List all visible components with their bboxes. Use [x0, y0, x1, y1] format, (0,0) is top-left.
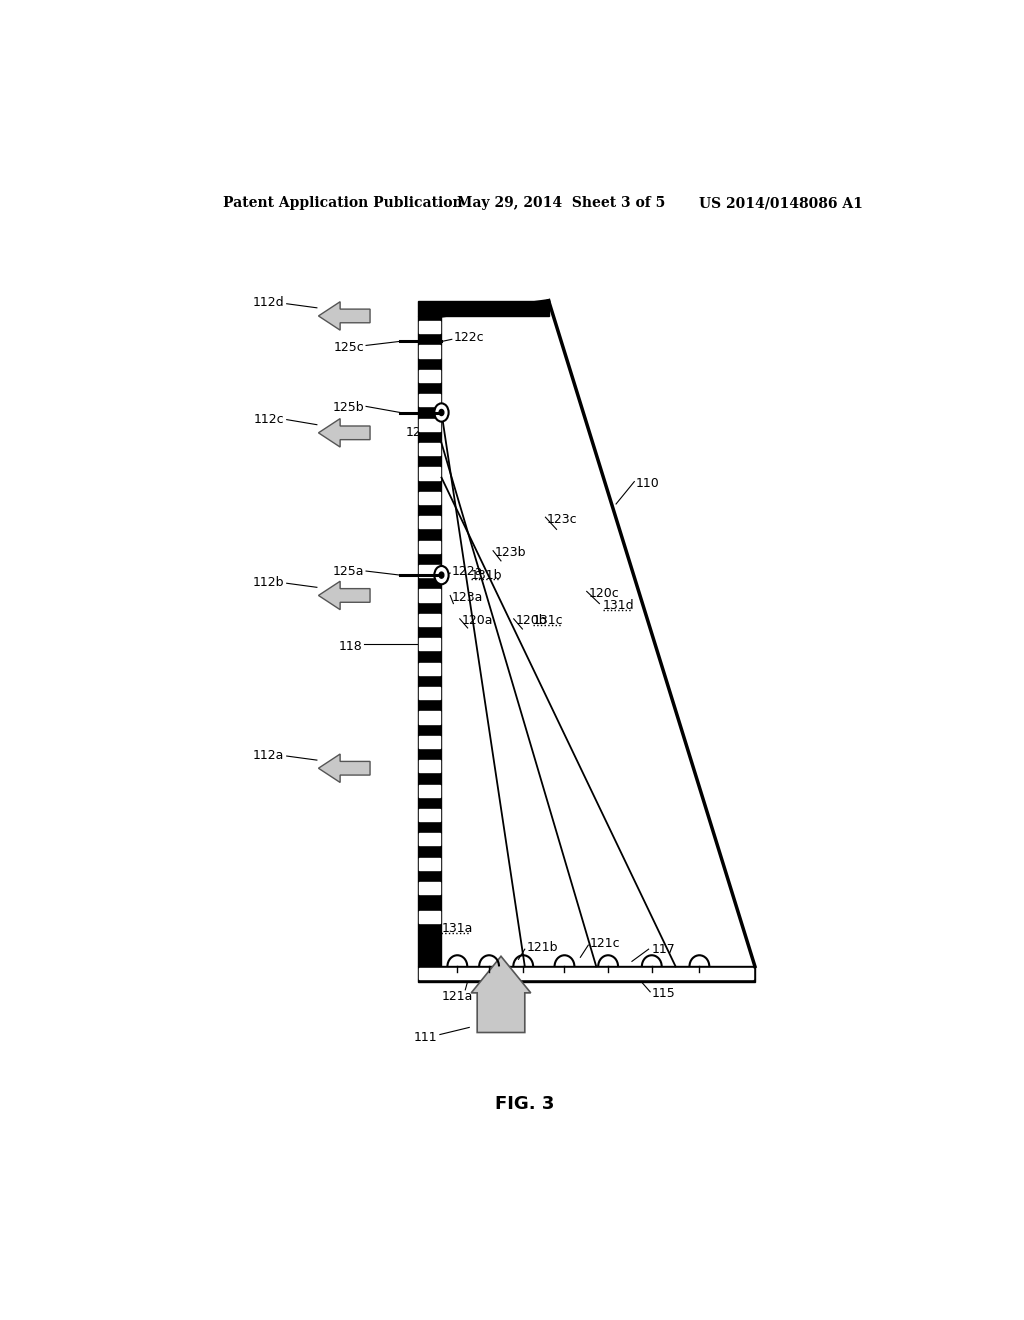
Text: 123c: 123c: [547, 512, 578, 525]
Polygon shape: [419, 663, 440, 675]
Text: 125c: 125c: [334, 341, 365, 354]
Circle shape: [439, 409, 443, 416]
Text: 112a: 112a: [253, 748, 285, 762]
Polygon shape: [419, 760, 440, 772]
Polygon shape: [419, 711, 440, 723]
Polygon shape: [419, 395, 440, 407]
Text: 112b: 112b: [253, 576, 285, 589]
Text: May 29, 2014  Sheet 3 of 5: May 29, 2014 Sheet 3 of 5: [458, 197, 666, 210]
Circle shape: [434, 404, 449, 421]
Polygon shape: [418, 315, 441, 966]
Polygon shape: [419, 467, 440, 479]
Polygon shape: [419, 492, 440, 504]
Polygon shape: [419, 346, 440, 358]
Polygon shape: [318, 302, 370, 330]
Text: 131a: 131a: [441, 923, 473, 936]
Polygon shape: [471, 956, 530, 1032]
Polygon shape: [418, 966, 755, 982]
Polygon shape: [419, 809, 440, 821]
Text: 123b: 123b: [495, 546, 526, 560]
Text: 123a: 123a: [452, 591, 483, 605]
Text: 122b: 122b: [406, 426, 437, 440]
Polygon shape: [419, 589, 440, 602]
Polygon shape: [419, 638, 440, 651]
Polygon shape: [419, 370, 440, 381]
Text: 121a: 121a: [441, 990, 473, 1003]
Polygon shape: [419, 444, 440, 455]
Polygon shape: [419, 911, 440, 923]
Polygon shape: [419, 565, 440, 577]
Polygon shape: [419, 516, 440, 528]
Polygon shape: [318, 418, 370, 447]
Text: 122a: 122a: [452, 565, 483, 578]
Text: Patent Application Publication: Patent Application Publication: [223, 197, 463, 210]
Text: 121b: 121b: [526, 941, 558, 953]
Polygon shape: [419, 614, 440, 626]
Text: 131b: 131b: [471, 569, 503, 582]
Text: 120b: 120b: [515, 614, 547, 627]
Text: 131d: 131d: [602, 599, 634, 612]
Text: 120a: 120a: [461, 614, 493, 627]
Polygon shape: [419, 969, 754, 978]
Text: 112c: 112c: [254, 413, 285, 426]
Polygon shape: [419, 686, 440, 700]
Text: 111: 111: [414, 1031, 437, 1044]
Polygon shape: [419, 541, 440, 553]
Polygon shape: [419, 321, 440, 333]
Polygon shape: [318, 754, 370, 783]
Polygon shape: [419, 833, 440, 846]
Text: 112d: 112d: [253, 296, 285, 309]
Text: 125b: 125b: [333, 401, 365, 414]
Text: 118: 118: [338, 640, 362, 653]
Text: 115: 115: [652, 987, 676, 1001]
Polygon shape: [419, 882, 440, 894]
Text: 131c: 131c: [532, 614, 563, 627]
Circle shape: [439, 572, 443, 578]
Text: 120c: 120c: [588, 587, 620, 599]
Text: 121c: 121c: [590, 937, 621, 949]
Polygon shape: [318, 581, 370, 610]
Polygon shape: [419, 784, 440, 797]
Text: 125a: 125a: [333, 565, 365, 578]
Polygon shape: [419, 858, 440, 870]
Text: US 2014/0148086 A1: US 2014/0148086 A1: [699, 197, 863, 210]
Text: 122c: 122c: [454, 331, 484, 343]
Text: FIG. 3: FIG. 3: [496, 1094, 554, 1113]
Text: 110: 110: [636, 477, 659, 490]
Text: 117: 117: [652, 942, 676, 956]
Polygon shape: [418, 301, 549, 315]
Circle shape: [434, 566, 449, 585]
Polygon shape: [419, 735, 440, 748]
Polygon shape: [419, 418, 440, 430]
